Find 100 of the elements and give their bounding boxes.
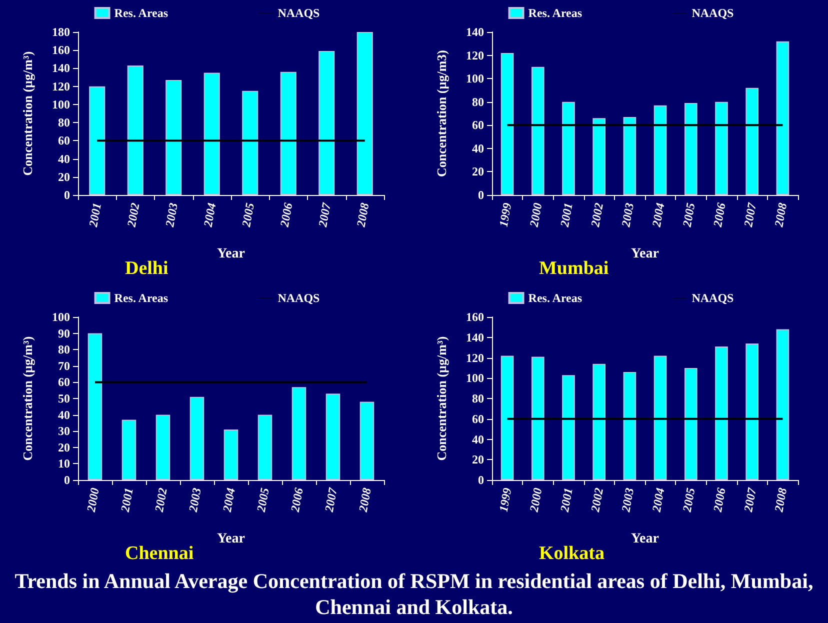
y-tick-label: 80 xyxy=(58,342,70,357)
y-axis-title: Concentration (µg/m³) xyxy=(20,336,35,461)
x-tick-label: 2006 xyxy=(277,202,296,229)
bar xyxy=(592,118,606,195)
legend-label: Res. Areas xyxy=(114,6,168,20)
x-tick-label: 2002 xyxy=(588,202,606,229)
bar xyxy=(204,72,220,195)
bar xyxy=(654,356,667,480)
x-tick-label: 2007 xyxy=(322,486,340,514)
x-tick-label: 2001 xyxy=(557,486,576,514)
y-tick-label: 160 xyxy=(466,310,484,324)
x-tick-label: 2005 xyxy=(238,202,258,229)
y-tick-label: 20 xyxy=(58,170,70,184)
bar xyxy=(242,90,258,195)
bar xyxy=(684,368,698,480)
y-tick-label: 60 xyxy=(472,412,484,426)
x-tick-label: 2000 xyxy=(84,486,102,514)
y-tick-label: 0 xyxy=(478,473,484,487)
y-tick-label: 10 xyxy=(58,456,70,471)
x-tick-label: 2008 xyxy=(354,202,372,229)
bar xyxy=(166,80,182,195)
y-tick-label: 0 xyxy=(64,473,70,487)
bar xyxy=(280,72,296,195)
bar xyxy=(776,41,790,195)
legend-label: NAAQS xyxy=(692,291,734,305)
text: Chennai xyxy=(125,543,194,564)
bar xyxy=(623,372,636,480)
y-tick-label: 70 xyxy=(58,358,70,373)
x-tick-label: 2003 xyxy=(618,202,637,229)
bar xyxy=(776,329,790,480)
y-tick-label: 180 xyxy=(52,25,70,39)
bar xyxy=(592,364,606,480)
x-axis-title: Year xyxy=(217,246,245,262)
text: Delhi xyxy=(125,258,168,279)
y-tick-label: 40 xyxy=(472,432,484,446)
x-tick-label: 2000 xyxy=(526,486,545,514)
x-tick-label: 2008 xyxy=(771,486,790,514)
x-tick-label: 2005 xyxy=(680,486,698,514)
y-tick-label: 30 xyxy=(58,424,70,438)
y-tick-label: 20 xyxy=(472,164,484,179)
y-tick-label: 40 xyxy=(58,152,70,166)
bar xyxy=(360,402,374,480)
legend-label: NAAQS xyxy=(278,291,320,305)
y-axis-title: Concentration (µg/m³) xyxy=(434,336,449,461)
x-tick-label: 2002 xyxy=(588,486,606,514)
x-tick-label: 2007 xyxy=(740,200,760,229)
x-tick-label: 2001 xyxy=(86,202,104,229)
bar xyxy=(531,66,544,195)
x-tick-label: 2001 xyxy=(118,486,136,514)
x-axis-title: Year xyxy=(217,532,245,546)
x-tick-label: 2003 xyxy=(618,486,637,514)
y-tick-label: 120 xyxy=(466,48,484,62)
x-tick-label: 1999 xyxy=(496,202,514,228)
text: Mumbai xyxy=(539,258,609,279)
bar xyxy=(623,116,636,195)
y-tick-label: 100 xyxy=(466,371,484,386)
x-tick-label: 2004 xyxy=(649,202,668,229)
x-tick-label: 2005 xyxy=(254,486,272,514)
x-axis-title: Year xyxy=(631,532,659,546)
x-tick-label: 2004 xyxy=(649,486,668,514)
y-tick-label: 140 xyxy=(466,330,484,344)
y-tick-label: 100 xyxy=(52,310,70,324)
x-tick-label: 2008 xyxy=(771,202,790,229)
legend-label: Res. Areas xyxy=(528,6,582,20)
text: Trends in Annual Average Concentration of RSPM in residential areas of Delhi, Mumbai, Chennai and Kolkata. xyxy=(14,568,814,620)
x-tick-label: 2002 xyxy=(124,202,142,229)
x-tick-label: 2001 xyxy=(557,202,576,229)
legend-label: NAAQS xyxy=(692,6,734,20)
text: Kolkata xyxy=(539,543,605,564)
x-axis-title: Year xyxy=(631,246,659,262)
bar xyxy=(500,356,514,480)
bar xyxy=(531,356,544,480)
legend-label: NAAQS xyxy=(278,6,320,20)
bar xyxy=(89,86,106,195)
y-tick-label: 140 xyxy=(52,61,70,76)
bar xyxy=(156,414,170,480)
y-tick-label: 100 xyxy=(52,97,70,112)
y-tick-label: 90 xyxy=(58,326,70,340)
y-tick-label: 60 xyxy=(58,375,70,390)
bar xyxy=(562,102,575,195)
x-tick-label: 2007 xyxy=(315,200,334,229)
bar xyxy=(715,346,728,480)
y-tick-label: 80 xyxy=(472,392,484,406)
bar xyxy=(500,52,514,195)
bar xyxy=(224,429,238,480)
bar xyxy=(326,394,340,480)
bar xyxy=(318,51,335,195)
legend-label: Res. Areas xyxy=(528,291,582,305)
bar xyxy=(122,420,136,480)
x-tick-label: 2004 xyxy=(220,486,238,514)
x-tick-label: 2008 xyxy=(356,486,374,514)
x-tick-label: 2002 xyxy=(152,486,170,514)
y-axis-title: Concentration (µg/m3) xyxy=(434,50,449,177)
x-tick-label: 1999 xyxy=(496,486,514,513)
bar xyxy=(190,396,204,480)
bar xyxy=(654,105,667,195)
bar xyxy=(746,343,759,480)
x-tick-label: 2006 xyxy=(710,486,728,514)
bar xyxy=(258,414,272,480)
bar xyxy=(562,375,575,480)
